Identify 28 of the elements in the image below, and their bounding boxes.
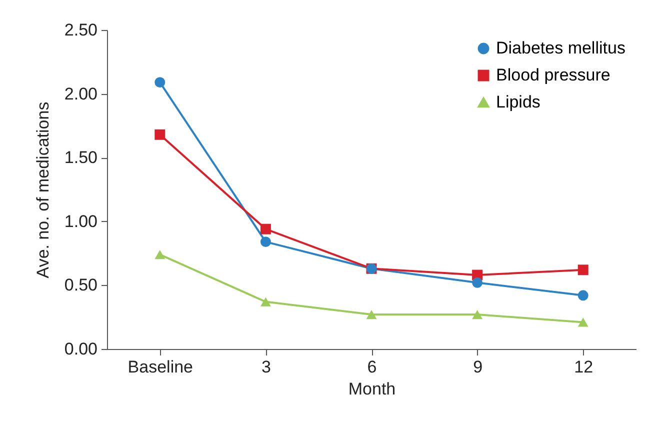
y-tick-label: 2.00 [64, 84, 98, 104]
point [154, 77, 166, 88]
y-tick-label: 0.50 [64, 276, 98, 295]
point [578, 290, 588, 301]
x-axis-title: Month [348, 380, 396, 398]
y-axis-title: Ave. no. of medications [33, 102, 52, 278]
x-tick-label: 6 [367, 358, 377, 376]
point [260, 236, 271, 248]
point [260, 224, 271, 234]
point [472, 310, 483, 320]
x-tick-label: 12 [574, 358, 594, 376]
y-tick-label: 1.00 [64, 212, 98, 231]
x-tick-label: Baseline [128, 358, 194, 376]
point [578, 318, 588, 327]
point [578, 264, 588, 276]
point [154, 250, 166, 260]
x-tick-label: 3 [261, 358, 271, 376]
point [154, 129, 166, 140]
point [472, 277, 483, 288]
point [366, 310, 377, 320]
legend-label: Diabetes mellitus [496, 38, 626, 58]
y-tick-label: 2.50 [64, 20, 98, 40]
legend-label: Lipids [496, 92, 540, 112]
point [260, 297, 271, 306]
y-tick-label: 0.00 [64, 340, 98, 358]
x-tick-label: 9 [473, 358, 483, 376]
y-tick-label: 1.50 [64, 148, 98, 168]
legend-label: Blood pressure [496, 66, 610, 84]
